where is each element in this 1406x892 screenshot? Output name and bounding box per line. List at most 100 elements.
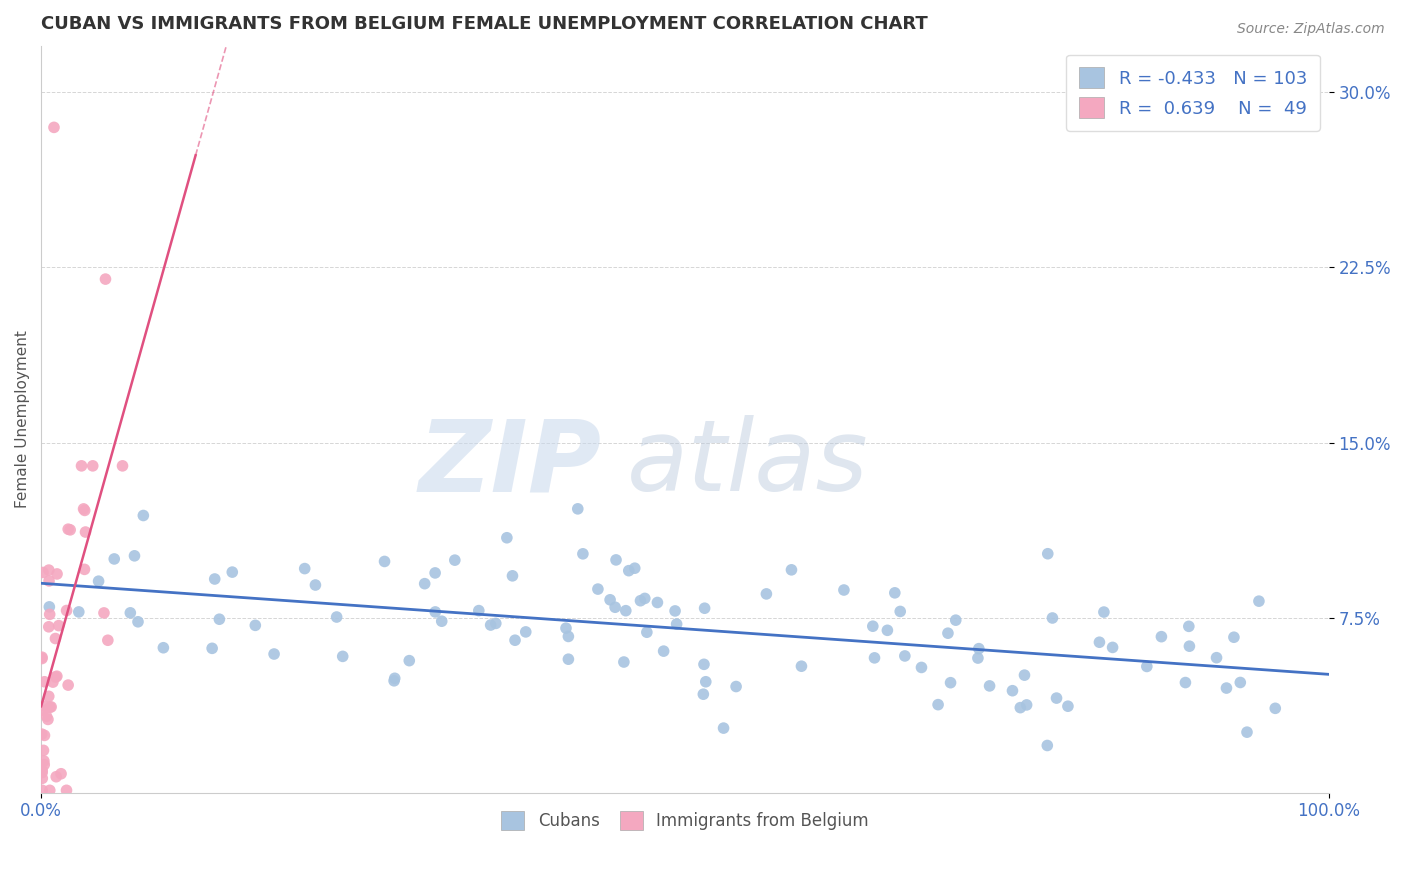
Point: [31, 651, 53, 665]
Point: [263, 647, 285, 661]
Point: [1101, 640, 1123, 655]
Point: [572, 547, 595, 561]
Point: [1036, 739, 1059, 753]
Point: [623, 561, 645, 575]
Point: [1045, 691, 1067, 706]
Point: [1215, 681, 1237, 695]
Point: [1042, 611, 1064, 625]
Point: [425, 605, 447, 619]
Point: [1092, 605, 1115, 619]
Point: [603, 600, 626, 615]
Point: [567, 501, 589, 516]
Point: [373, 554, 395, 568]
Point: [636, 625, 658, 640]
Point: [127, 615, 149, 629]
Point: [332, 649, 354, 664]
Point: [38, 690, 60, 704]
Point: [693, 601, 716, 615]
Point: [56, 678, 79, 692]
Point: [382, 673, 405, 688]
Point: [647, 595, 669, 609]
Point: [201, 641, 224, 656]
Point: [94, 272, 117, 286]
Point: [31, 650, 53, 665]
Point: [876, 624, 898, 638]
Point: [58, 522, 80, 536]
Point: [34, 674, 56, 689]
Point: [862, 619, 884, 633]
Point: [713, 721, 735, 735]
Point: [613, 655, 636, 669]
Point: [32, 757, 55, 772]
Point: [111, 458, 134, 473]
Point: [103, 552, 125, 566]
Point: [967, 651, 990, 665]
Point: [1178, 639, 1201, 653]
Point: [75, 524, 97, 539]
Point: [325, 610, 347, 624]
Point: [945, 613, 967, 627]
Point: [1178, 619, 1201, 633]
Point: [38, 599, 60, 614]
Point: [73, 562, 96, 576]
Point: [617, 564, 640, 578]
Point: [120, 606, 142, 620]
Point: [39, 699, 62, 714]
Point: [87, 574, 110, 589]
Point: [468, 604, 491, 618]
Point: [45, 770, 67, 784]
Point: [557, 652, 579, 666]
Point: [38, 574, 60, 588]
Point: [832, 582, 855, 597]
Point: [204, 572, 226, 586]
Legend: Cubans, Immigrants from Belgium: Cubans, Immigrants from Belgium: [495, 804, 876, 837]
Point: [634, 591, 657, 606]
Point: [59, 523, 82, 537]
Point: [910, 660, 932, 674]
Point: [430, 614, 453, 628]
Point: [1001, 683, 1024, 698]
Point: [82, 458, 104, 473]
Point: [883, 586, 905, 600]
Point: [725, 680, 748, 694]
Point: [31, 764, 53, 778]
Point: [665, 617, 688, 632]
Point: [1036, 547, 1059, 561]
Point: [939, 675, 962, 690]
Point: [55, 603, 77, 617]
Point: [42, 120, 65, 135]
Point: [48, 618, 70, 632]
Point: [496, 531, 519, 545]
Point: [503, 633, 526, 648]
Point: [1057, 699, 1080, 714]
Point: [780, 563, 803, 577]
Point: [304, 578, 326, 592]
Point: [32, 754, 55, 768]
Point: [936, 626, 959, 640]
Point: [31, 727, 53, 741]
Point: [45, 670, 67, 684]
Point: [479, 618, 502, 632]
Text: atlas: atlas: [627, 416, 869, 513]
Y-axis label: Female Unemployment: Female Unemployment: [15, 330, 30, 508]
Point: [555, 621, 578, 635]
Point: [67, 605, 90, 619]
Point: [614, 604, 637, 618]
Point: [1150, 630, 1173, 644]
Point: [515, 624, 537, 639]
Point: [31, 772, 53, 786]
Point: [32, 743, 55, 757]
Point: [44, 632, 66, 646]
Point: [70, 458, 93, 473]
Point: [152, 640, 174, 655]
Point: [485, 616, 508, 631]
Point: [97, 633, 120, 648]
Point: [221, 565, 243, 579]
Point: [38, 563, 60, 577]
Point: [605, 553, 627, 567]
Point: [1014, 668, 1036, 682]
Point: [31, 783, 53, 797]
Point: [652, 644, 675, 658]
Point: [1236, 725, 1258, 739]
Point: [1010, 700, 1032, 714]
